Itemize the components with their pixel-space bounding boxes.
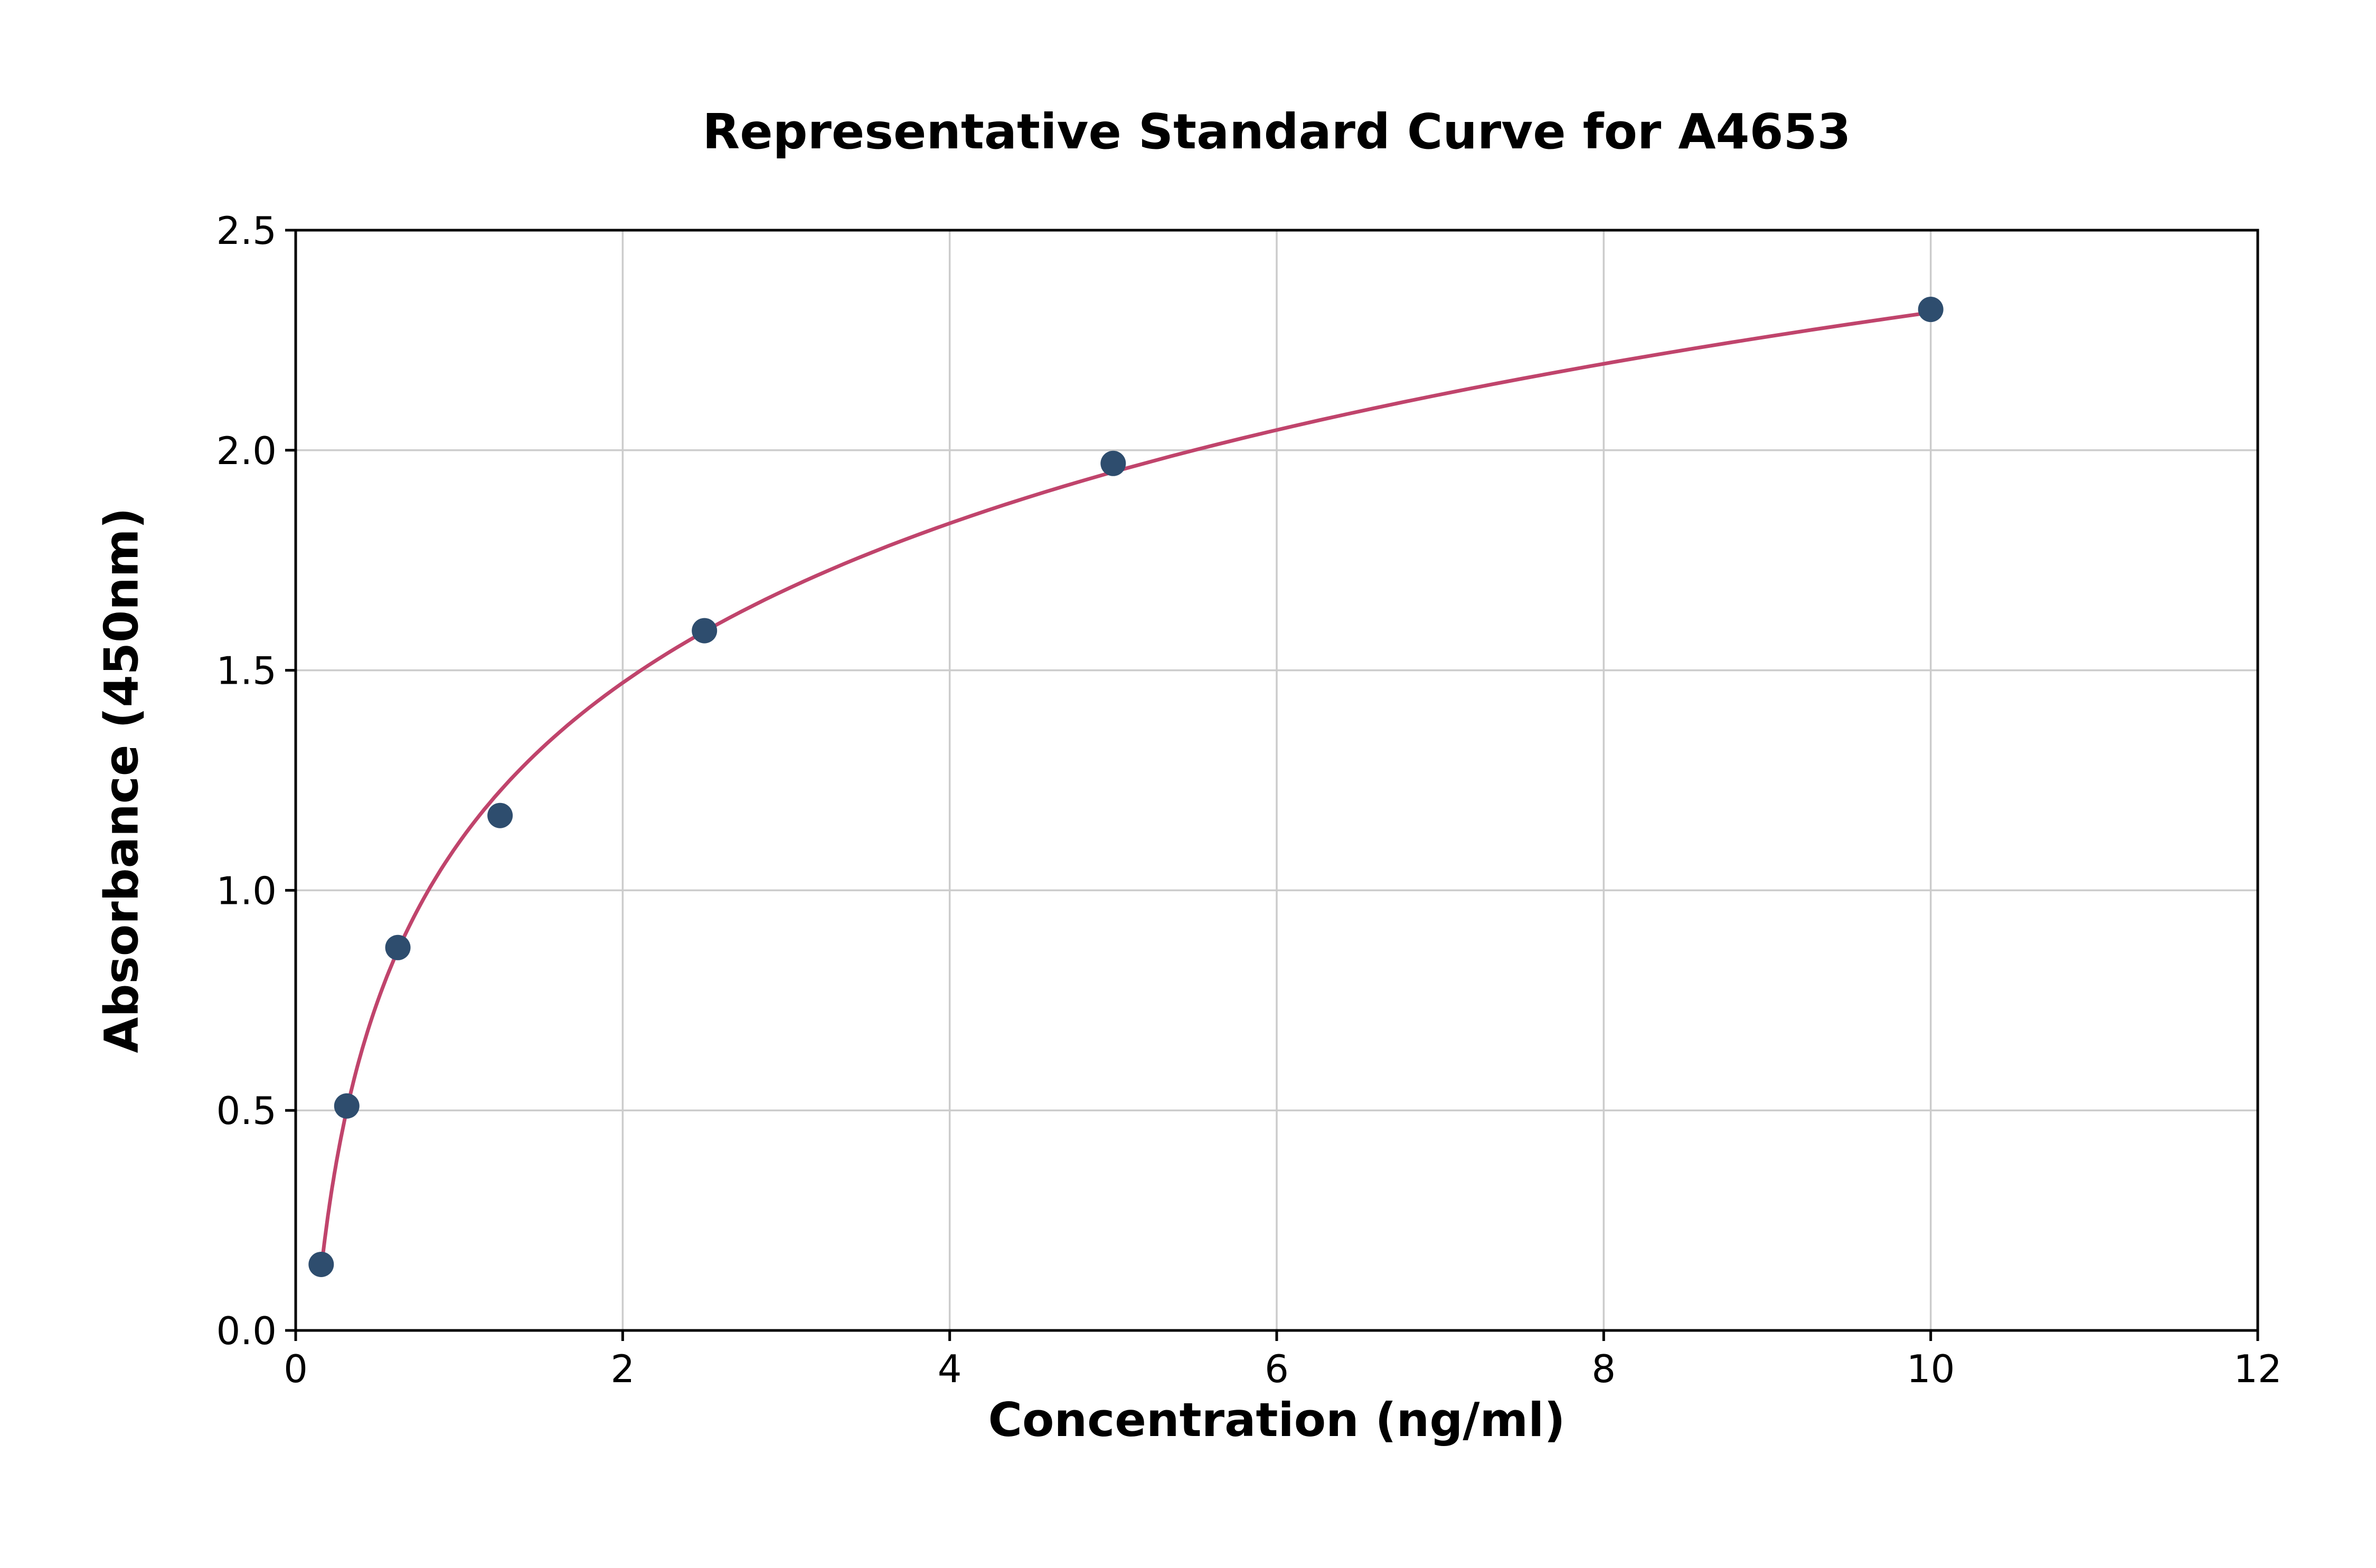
data-point (334, 1093, 360, 1119)
y-tick-label: 1.0 (216, 868, 277, 913)
data-point (1100, 450, 1126, 476)
x-tick-label: 12 (2233, 1347, 2282, 1391)
y-tick-label: 0.0 (216, 1309, 277, 1353)
y-axis-label: Absorbance (450nm) (94, 507, 149, 1053)
x-axis-label: Concentration (ng/ml) (988, 1393, 1566, 1447)
y-tick-label: 2.0 (216, 429, 277, 473)
x-tick-label: 4 (938, 1347, 962, 1391)
data-point (1918, 297, 1944, 323)
y-tick-label: 2.5 (216, 209, 277, 253)
data-point (692, 618, 718, 644)
chart-title: Representative Standard Curve for A4653 (702, 103, 1851, 160)
x-tick-label: 8 (1591, 1347, 1616, 1391)
data-point (308, 1251, 334, 1277)
x-tick-label: 2 (610, 1347, 635, 1391)
x-tick-label: 0 (284, 1347, 308, 1391)
x-tick-label: 6 (1265, 1347, 1289, 1391)
data-point (385, 934, 411, 960)
fit-curve (319, 310, 1933, 1272)
y-tick-label: 0.5 (216, 1089, 277, 1133)
x-tick-label: 10 (1907, 1347, 1955, 1391)
y-tick-label: 1.5 (216, 649, 277, 693)
data-point (487, 802, 513, 828)
